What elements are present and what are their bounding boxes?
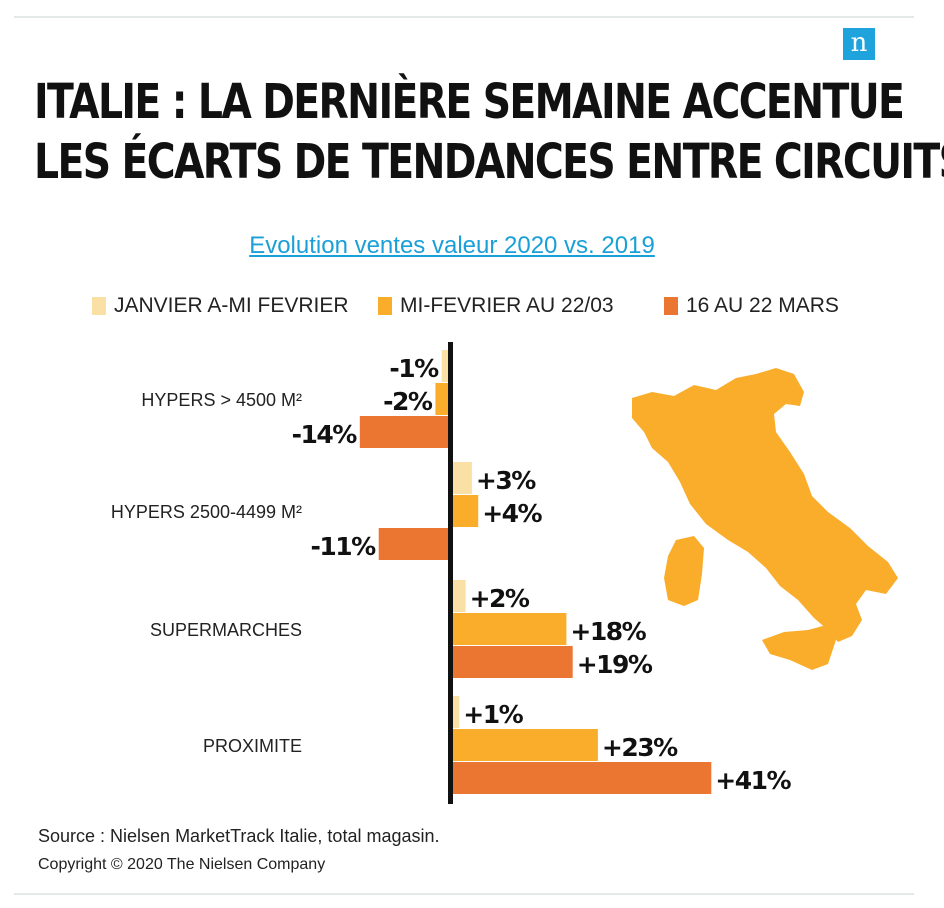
category-label: HYPERS > 4500 M²	[141, 390, 302, 410]
bar	[453, 580, 466, 612]
top-divider	[14, 16, 914, 18]
bar	[453, 646, 573, 678]
bar-value-label: +2%	[470, 584, 530, 613]
bar-value-label: -14%	[292, 420, 358, 449]
bar	[453, 462, 472, 494]
bar	[441, 350, 448, 382]
italy-mainland-shape	[632, 368, 898, 642]
bar-value-label: -1%	[389, 354, 439, 383]
bar-value-label: +41%	[715, 766, 791, 795]
chart-subtitle: Evolution ventes valeur 2020 vs. 2019	[249, 232, 655, 259]
legend-label-mi-fevrier: MI-FEVRIER AU 22/03	[400, 294, 614, 317]
legend-swatch-janvier	[92, 297, 106, 315]
nielsen-logo-icon: n	[843, 28, 875, 60]
bar-value-label: +19%	[577, 650, 653, 679]
bar-value-label: +1%	[463, 700, 523, 729]
bar-value-label: -2%	[383, 387, 433, 416]
legend-item-janvier: JANVIER A-MI FEVRIER	[92, 294, 349, 318]
bar	[453, 613, 567, 645]
copyright-note: Copyright © 2020 The Nielsen Company	[38, 856, 326, 873]
bar	[359, 416, 448, 448]
bar-value-label: -11%	[310, 532, 376, 561]
bar	[453, 762, 712, 794]
category-label: SUPERMARCHES	[150, 620, 302, 640]
legend-item-mars: 16 AU 22 MARS	[664, 294, 839, 318]
bar-value-label: +4%	[482, 499, 542, 528]
source-note: Source : Nielsen MarketTrack Italie, tot…	[38, 826, 440, 846]
zero-baseline	[448, 342, 453, 804]
bar	[453, 495, 479, 527]
category-label: HYPERS 2500-4499 M²	[111, 502, 302, 522]
bar	[453, 729, 598, 761]
bar-value-label: +23%	[602, 733, 678, 762]
legend-swatch-mars	[664, 297, 678, 315]
sardinia-shape	[664, 536, 704, 606]
bar-value-label: +18%	[570, 617, 646, 646]
legend-swatch-mi-fevrier	[378, 297, 392, 315]
italy-map-icon	[632, 368, 898, 670]
bar	[378, 528, 448, 560]
bar	[453, 696, 460, 728]
sicily-shape	[762, 624, 836, 670]
bar-value-label: +3%	[476, 466, 536, 495]
legend-label-janvier: JANVIER A-MI FEVRIER	[114, 294, 349, 317]
legend-label-mars: 16 AU 22 MARS	[686, 294, 839, 317]
bottom-divider	[14, 893, 914, 895]
legend-item-mi-fevrier: MI-FEVRIER AU 22/03	[378, 294, 614, 318]
chart-legend: JANVIER A-MI FEVRIER MI-FEVRIER AU 22/03…	[0, 294, 944, 318]
bar	[435, 383, 448, 415]
category-label: PROXIMITE	[203, 736, 302, 756]
